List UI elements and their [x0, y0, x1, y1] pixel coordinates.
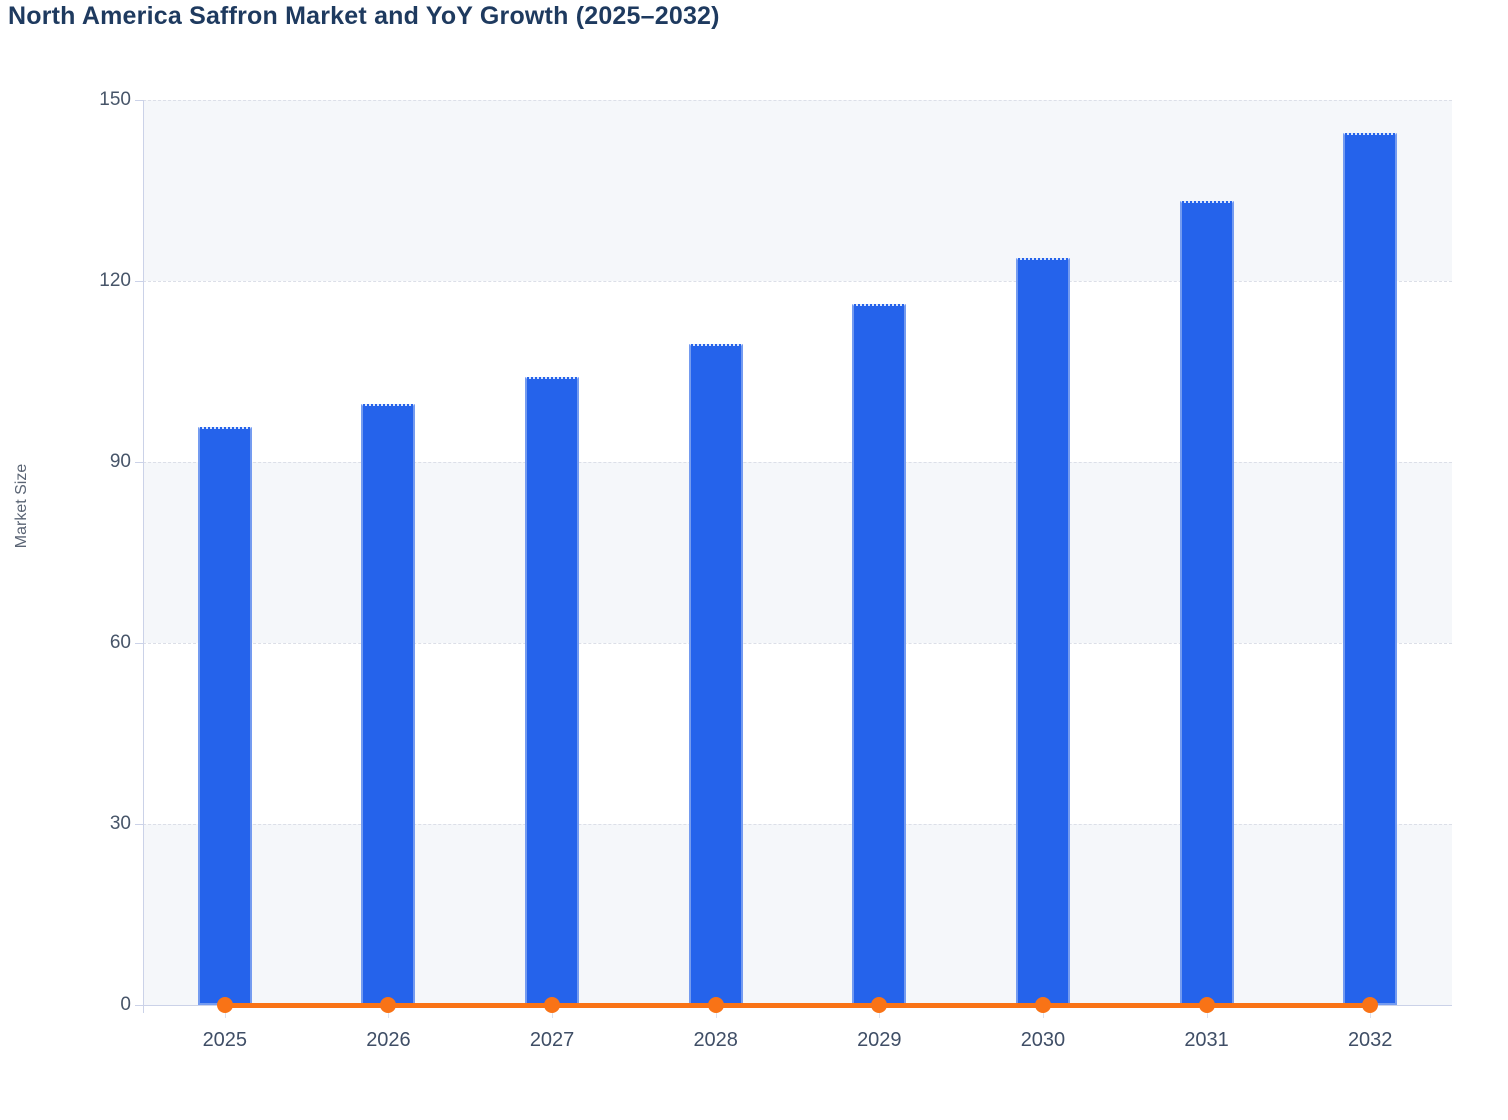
gridline-150 — [143, 100, 1452, 101]
growth-line-segment — [1206, 1002, 1371, 1008]
plot-band — [143, 643, 1452, 824]
x-axis-tick-2026 — [388, 1008, 390, 1018]
y-tick-label-30: 30 — [109, 813, 131, 834]
x-axis-tick-2029 — [879, 1008, 881, 1018]
growth-line-segment — [388, 1002, 553, 1008]
bar-2025[interactable] — [197, 427, 252, 1005]
y-tick-label-60: 60 — [109, 632, 131, 653]
x-axis-tick-2030 — [1042, 1008, 1044, 1018]
x-tick-label-2027: 2027 — [529, 1029, 575, 1051]
growth-point-2027[interactable] — [544, 997, 561, 1013]
growth-line-segment — [552, 1002, 716, 1008]
x-axis-tick-2027 — [552, 1008, 554, 1018]
x-axis-tick-2028 — [715, 1008, 717, 1018]
gridline-90 — [143, 462, 1452, 463]
bar-2029[interactable] — [852, 303, 907, 1005]
plot-band — [143, 281, 1452, 462]
growth-point-2029[interactable] — [871, 997, 888, 1013]
growth-point-2026[interactable] — [380, 997, 397, 1013]
x-axis-tick-2032 — [1370, 1008, 1372, 1018]
bar-2031[interactable] — [1179, 200, 1234, 1005]
growth-line-segment — [224, 1002, 389, 1008]
y-axis-tick-120 — [135, 281, 143, 282]
x-axis-tick-2025 — [224, 1008, 226, 1018]
y-tick-label-0: 0 — [120, 994, 131, 1015]
gridline-60 — [143, 643, 1452, 644]
growth-line-segment — [1042, 1002, 1207, 1008]
growth-point-2028[interactable] — [707, 997, 724, 1013]
growth-point-2031[interactable] — [1198, 997, 1215, 1013]
plot-band — [143, 824, 1452, 1005]
y-tick-label-120: 120 — [99, 270, 131, 291]
plot-band — [143, 462, 1452, 643]
bar-2028[interactable] — [688, 343, 743, 1005]
x-tick-label-2025: 2025 — [202, 1029, 248, 1051]
x-tick-label-2028: 2028 — [693, 1029, 738, 1051]
x-tick-label-2029: 2029 — [857, 1029, 902, 1051]
y-tick-label-90: 90 — [109, 451, 131, 472]
x-tick-label-2032: 2032 — [1347, 1029, 1393, 1051]
plot-band — [143, 100, 1452, 281]
growth-point-2030[interactable] — [1034, 997, 1051, 1013]
x-axis-tick-2031 — [1206, 1008, 1208, 1018]
y-tick-label-150: 150 — [99, 89, 131, 110]
y-axis-tick-30 — [135, 824, 143, 825]
y-axis-tick-60 — [135, 643, 143, 644]
y-axis-title: Market Size — [13, 463, 30, 549]
growth-point-2025[interactable] — [216, 997, 233, 1013]
y-axis-tick-90 — [135, 462, 143, 463]
growth-point-2032[interactable] — [1362, 997, 1379, 1013]
x-tick-label-2026: 2026 — [366, 1029, 411, 1051]
growth-line-segment — [715, 1002, 880, 1008]
bar-2027[interactable] — [525, 376, 580, 1005]
bar-2030[interactable] — [1015, 258, 1070, 1005]
x-tick-label-2031: 2031 — [1184, 1029, 1229, 1051]
gridline-120 — [143, 281, 1452, 282]
y-axis-line — [143, 100, 144, 1013]
page-title: North America Saffron Market and YoY Gro… — [8, 2, 720, 30]
y-axis-tick-150 — [135, 100, 143, 101]
x-tick-label-2030: 2030 — [1020, 1029, 1066, 1051]
bar-2026[interactable] — [361, 404, 416, 1005]
y-axis-tick-0 — [135, 1005, 143, 1006]
bar-2032[interactable] — [1343, 133, 1398, 1005]
gridline-30 — [143, 824, 1452, 825]
growth-line-segment — [879, 1002, 1043, 1008]
